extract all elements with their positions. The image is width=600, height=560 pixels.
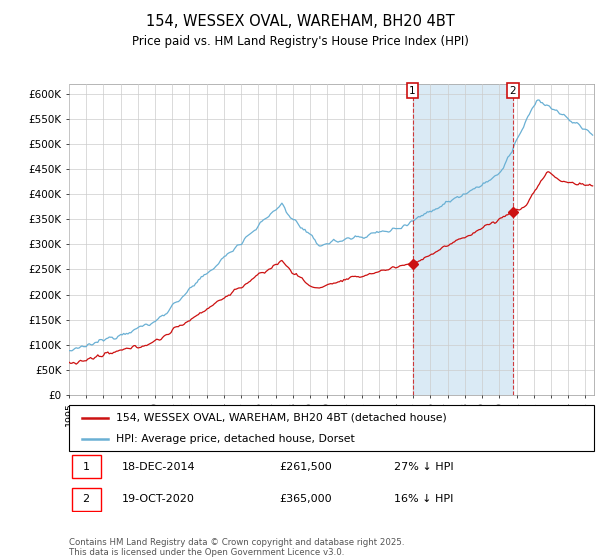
FancyBboxPatch shape (71, 488, 101, 511)
FancyBboxPatch shape (71, 455, 101, 478)
Text: 1: 1 (409, 86, 416, 96)
Bar (413, 84, 513, 395)
Text: 2: 2 (509, 86, 516, 96)
Text: 16% ↓ HPI: 16% ↓ HPI (395, 494, 454, 505)
Text: HPI: Average price, detached house, Dorset: HPI: Average price, detached house, Dors… (116, 435, 355, 444)
Text: 19-OCT-2020: 19-OCT-2020 (121, 494, 194, 505)
Text: Contains HM Land Registry data © Crown copyright and database right 2025.
This d: Contains HM Land Registry data © Crown c… (69, 538, 404, 557)
Text: 2: 2 (83, 494, 89, 505)
Text: £365,000: £365,000 (279, 494, 332, 505)
Text: Price paid vs. HM Land Registry's House Price Index (HPI): Price paid vs. HM Land Registry's House … (131, 35, 469, 48)
Text: 1: 1 (83, 461, 89, 472)
Text: 27% ↓ HPI: 27% ↓ HPI (395, 461, 454, 472)
Text: 154, WESSEX OVAL, WAREHAM, BH20 4BT (detached house): 154, WESSEX OVAL, WAREHAM, BH20 4BT (det… (116, 413, 447, 423)
Text: 154, WESSEX OVAL, WAREHAM, BH20 4BT: 154, WESSEX OVAL, WAREHAM, BH20 4BT (146, 14, 454, 29)
Text: £261,500: £261,500 (279, 461, 332, 472)
Text: 18-DEC-2014: 18-DEC-2014 (121, 461, 195, 472)
FancyBboxPatch shape (69, 405, 594, 451)
